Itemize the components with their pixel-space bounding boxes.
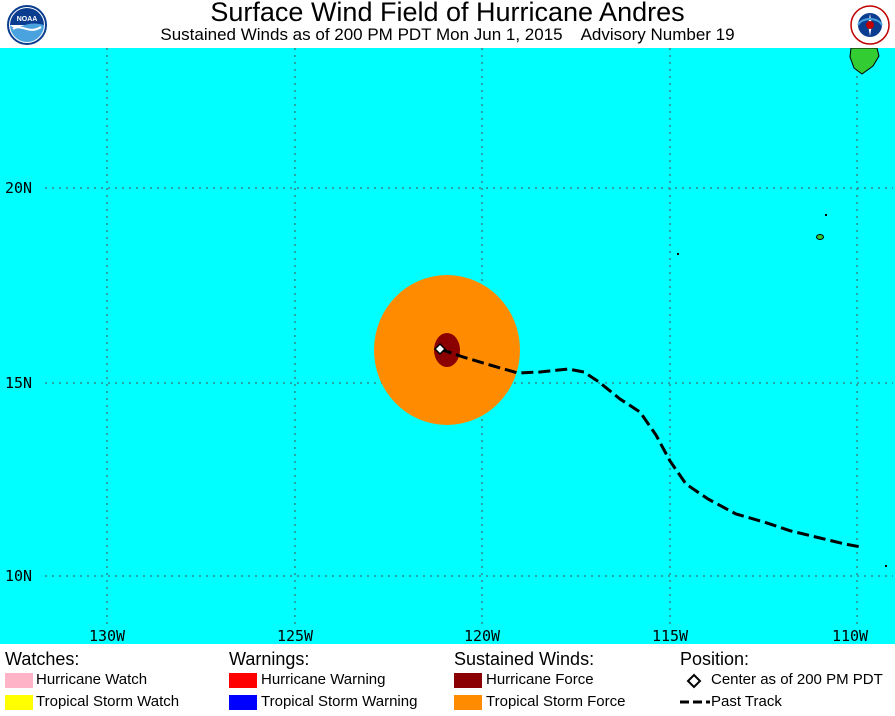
page-subtitle: Sustained Winds as of 200 PM PDT Mon Jun…: [160, 25, 735, 44]
watches-heading: Watches:: [5, 649, 80, 669]
noaa-logo: NOAA: [7, 5, 47, 45]
warnings-heading: Warnings:: [229, 649, 310, 669]
lat-gridlines: [45, 187, 893, 577]
hurricane-warning-label: Hurricane Warning: [261, 671, 386, 688]
baja-california-land: [849, 48, 880, 75]
center-diamond-icon: [686, 673, 702, 689]
island-clarion: [677, 253, 679, 255]
hurricane-force-swatch: [454, 673, 482, 688]
land-areas: [677, 48, 887, 567]
lat-label: 15N: [5, 374, 32, 392]
legend: Watches: Hurricane Watch Tropical Storm …: [0, 644, 895, 716]
tropical-storm-force-swatch: [454, 695, 482, 710]
page-title: Surface Wind Field of Hurricane Andres: [210, 0, 685, 27]
island-clipperton: [885, 565, 887, 567]
tropical-storm-warning-swatch: [229, 695, 257, 710]
tropical-storm-warning-label: Tropical Storm Warning: [261, 693, 418, 710]
storm-center-marker: [433, 342, 447, 356]
lon-label: 120W: [464, 627, 501, 644]
past-track-line: [439, 347, 862, 549]
lon-label: 125W: [277, 627, 314, 644]
island-san-benedicto: [825, 214, 827, 216]
svg-text:NOAA: NOAA: [17, 16, 38, 23]
center-position-label: Center as of 200 PM PDT: [711, 671, 883, 688]
nws-logo: [850, 5, 890, 45]
lat-label: 20N: [5, 179, 32, 197]
past-track-line-icon: [680, 700, 710, 704]
hurricane-force-label: Hurricane Force: [486, 671, 594, 688]
past-track-label: Past Track: [711, 693, 782, 710]
tropical-storm-watch-label: Tropical Storm Watch: [36, 693, 180, 710]
hurricane-watch-label: Hurricane Watch: [36, 671, 148, 688]
hurricane-warning-swatch: [229, 673, 257, 688]
island-socorro: [816, 234, 824, 240]
lat-label: 10N: [5, 567, 32, 585]
lon-label: 110W: [832, 627, 869, 644]
lon-label: 115W: [652, 627, 689, 644]
position-heading: Position:: [680, 649, 750, 669]
sustained-winds-heading: Sustained Winds:: [454, 649, 595, 669]
hurricane-watch-swatch: [5, 673, 33, 688]
header: NOAA Surface Wind Field of Hurricane And…: [0, 0, 895, 48]
tropical-storm-force-label: Tropical Storm Force: [486, 693, 626, 710]
wind-field-map: 20N 15N 10N 130W 125W 120W 115W 110W: [0, 48, 895, 644]
lon-label: 130W: [89, 627, 126, 644]
tropical-storm-watch-swatch: [5, 695, 33, 710]
